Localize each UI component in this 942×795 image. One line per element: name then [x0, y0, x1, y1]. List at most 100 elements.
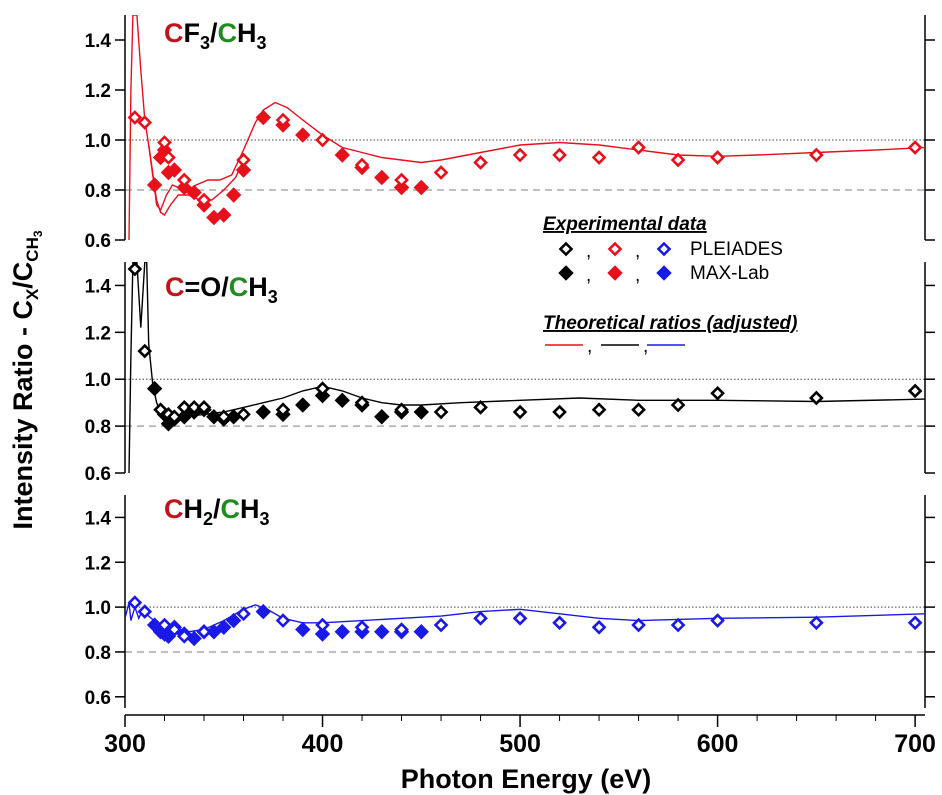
legend-pleiades-label: PLEIADES: [690, 239, 783, 260]
maxlab-point-co-0: [146, 380, 163, 397]
y-axis-label-sub-3: 3: [31, 230, 45, 237]
maxlab-point-co-10: [255, 404, 271, 420]
pleiades-point-co-12: [354, 395, 370, 411]
pleiades-point-co-17: [552, 404, 567, 420]
pleiades-point-co-19: [631, 402, 646, 418]
pleiades-point-ch2-11: [433, 617, 449, 633]
x-axis: 300 400 500 600 700: [104, 714, 936, 758]
panel-label-cf3-c1: C: [164, 18, 184, 48]
maxlab-point-ch2-12: [295, 621, 311, 638]
pleiades-point-co-23: [907, 383, 923, 399]
y-tick-label-ch2-0_6: 0.6: [85, 688, 111, 709]
panel-label-cf3-tail: H: [237, 18, 257, 48]
pleiades-point-ch2-19: [809, 615, 824, 631]
pleiades-point-co-14: [433, 404, 449, 420]
pleiades-point-ch2-9: [354, 619, 370, 635]
pleiades-point-co-6: [186, 400, 202, 415]
panel-label-ch2-mid: H: [184, 494, 204, 524]
maxlab-point-cf3-5: [176, 179, 192, 196]
maxlab-point-co-12: [295, 397, 311, 413]
legend-sep-theory-1: ,: [643, 336, 648, 357]
pleiades-point-cf3-8: [315, 132, 330, 148]
pleiades-point-cf3-4: [176, 172, 192, 188]
y-tick-label-co-1_2: 1.2: [85, 323, 111, 344]
panel-label-co-slash: /: [221, 272, 229, 302]
pleiades-point-cf3-20: [907, 140, 923, 155]
pleiades-point-ch2-5: [196, 624, 212, 640]
maxlab-point-ch2-13: [314, 626, 331, 642]
panel-label-co-mid: =O: [185, 272, 222, 302]
pleiades-point-ch2-7: [275, 613, 291, 628]
pleiades-point-cf3-14: [552, 147, 567, 163]
x-tick-label-600: 600: [697, 730, 739, 758]
y-tick-label-cf3-1: 1.0: [85, 131, 111, 152]
y-tick-label-cf3-0_8: 0.8: [85, 181, 111, 202]
maxlab-point-co-16: [374, 409, 390, 425]
x-axis-label: Photon Energy (eV): [401, 764, 652, 794]
y-tick-label-co-1_4: 1.4: [85, 276, 112, 297]
panel-label-ch2-c1: C: [164, 494, 184, 524]
legend-sep-pleiades-0: ,: [586, 241, 591, 262]
legend-pleiades-marker-1: [607, 241, 623, 257]
y-axis-label-sub-ch: CH: [23, 237, 42, 262]
pleiades-point-co-18: [591, 402, 607, 418]
x-tick-label-700: 700: [894, 730, 936, 758]
legend-maxlab-label: MAX-Lab: [690, 263, 769, 284]
pleiades-point-cf3-17: [670, 152, 686, 168]
maxlab-point-cf3-14: [295, 127, 311, 143]
legend-maxlab-marker-0: [558, 265, 574, 281]
maxlab-point-co-18: [413, 404, 430, 420]
legend-pleiades-marker-2: [656, 241, 672, 257]
pleiades-point-co-15: [473, 400, 488, 415]
panel-label-ch2: CH2/CH3: [164, 494, 270, 529]
theory-curve-theory-cf3: [128, 15, 925, 240]
panel-label-ch2-tail: H: [240, 494, 260, 524]
panel-label-cf3-slash: /: [210, 18, 218, 48]
pleiades-point-ch2-20: [907, 615, 923, 631]
pleiades-point-cf3-7: [275, 112, 291, 128]
maxlab-point-cf3-17: [374, 169, 390, 186]
panel-label-co-c2: C: [229, 272, 249, 302]
pleiades-point-co-2: [153, 402, 168, 418]
legend-pleiades-marker-0: [558, 241, 574, 257]
pleiades-point-ch2-10: [394, 622, 409, 637]
legend-markers: ,,,,: [558, 241, 672, 286]
pleiades-point-cf3-5: [196, 192, 212, 208]
pleiades-point-cf3-10: [394, 172, 409, 188]
pleiades-point-ch2-1: [137, 604, 153, 619]
maxlab-point-ch2-18: [413, 624, 430, 640]
maxlab-point-cf3-11: [235, 162, 252, 178]
pleiades-point-cf3-6: [236, 152, 251, 168]
maxlab-point-ch2-9: [216, 619, 232, 635]
pleiades-point-co-20: [670, 397, 686, 413]
panel-label-cf3-sub2: 3: [257, 33, 267, 53]
pleiades-point-ch2-17: [670, 617, 686, 633]
panel-label-co: C=O/CH3: [165, 272, 278, 307]
panel-label-ch2-sub1: 2: [203, 509, 213, 529]
legend: Experimental data ,,,, PLEIADES MAX-Lab …: [543, 214, 797, 357]
maxlab-point-cf3-18: [393, 179, 410, 196]
panels-layer: 0.6 0.8 1.0 1.2 1.4 0.6 0.8 1.0 1.2 1.4 0.6 0.8 1.0 1…: [85, 15, 936, 758]
y-tick-label-ch2-1: 1.0: [85, 598, 111, 619]
pleiades-point-co-22: [809, 390, 824, 406]
panel-label-cf3-sub1: 3: [200, 33, 210, 53]
y-tick-label-ch2-0_8: 0.8: [85, 643, 111, 664]
y-tick-label-ch2-1_2: 1.2: [85, 553, 111, 574]
pleiades-point-ch2-16: [631, 617, 646, 633]
y-tick-label-cf3-1_4: 1.4: [85, 31, 112, 52]
legend-experimental-title: Experimental data: [543, 214, 707, 235]
panel-co: 0.6 0.8 1.0 1.2 1.4: [85, 261, 935, 485]
pleiades-point-ch2-0: [127, 595, 143, 610]
plot-area-cf3: [128, 15, 925, 240]
pleiades-point-co-5: [176, 400, 192, 415]
maxlab-point-ch2-10: [225, 612, 242, 629]
panel-label-co-c1: C: [165, 272, 185, 302]
pleiades-point-ch2-18: [710, 613, 725, 628]
pleiades-point-ch2-12: [473, 610, 488, 626]
y-tick-label-co-0_6: 0.6: [85, 464, 111, 485]
pleiades-point-cf3-9: [354, 157, 370, 173]
maxlab-point-cf3-6: [186, 184, 202, 201]
pleiades-point-co-9: [236, 407, 251, 422]
pleiades-point-ch2-8: [315, 617, 330, 633]
